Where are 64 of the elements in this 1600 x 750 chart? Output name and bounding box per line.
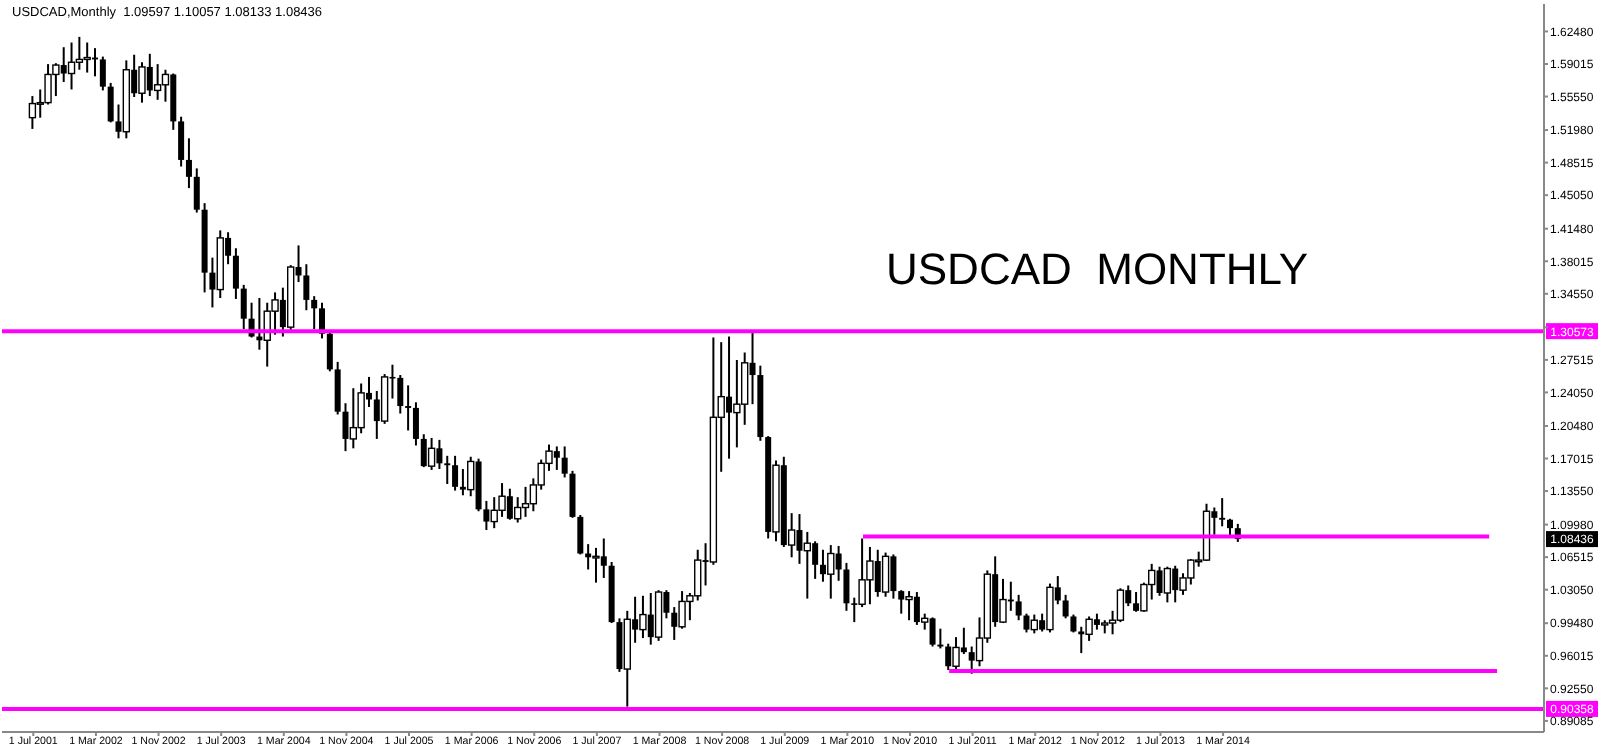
candlestick xyxy=(905,590,913,622)
candlestick xyxy=(929,616,936,648)
candlestick xyxy=(874,548,881,598)
candlestick xyxy=(1078,625,1085,655)
candlestick xyxy=(1133,591,1140,613)
candlestick xyxy=(397,374,404,415)
candlestick xyxy=(866,545,874,606)
candlestick xyxy=(521,485,530,518)
candlestick xyxy=(412,401,419,447)
candlestick xyxy=(1226,517,1233,539)
candlestick xyxy=(1046,582,1054,634)
candlestick xyxy=(459,467,466,497)
candlestick xyxy=(1156,565,1163,597)
candlestick xyxy=(28,95,37,130)
candlestick xyxy=(654,589,663,642)
candlestick xyxy=(326,328,333,373)
candlestick xyxy=(506,487,513,521)
candlestick xyxy=(796,513,803,565)
candlestick xyxy=(733,359,741,449)
candlestick xyxy=(898,589,905,615)
candlestick xyxy=(138,61,146,104)
candlestick xyxy=(968,645,975,675)
candlestick xyxy=(193,167,200,214)
candlestick xyxy=(427,436,436,471)
candlestick xyxy=(577,514,584,556)
candlestick xyxy=(232,247,239,300)
candlestick xyxy=(146,52,153,98)
candlestick xyxy=(647,591,654,646)
candlestick xyxy=(420,433,427,469)
candlestick xyxy=(405,384,412,432)
candlestick xyxy=(1219,497,1226,528)
candlestick xyxy=(83,41,91,74)
candlestick xyxy=(240,283,247,331)
candlestick xyxy=(436,438,443,470)
candlestick xyxy=(1030,613,1038,635)
candlestick xyxy=(952,636,960,671)
candlestick xyxy=(60,46,67,83)
candlestick xyxy=(1172,564,1179,604)
candlestick xyxy=(827,544,835,600)
candlestick xyxy=(819,548,826,583)
candlestick xyxy=(812,540,819,580)
candlestick xyxy=(890,553,897,600)
candlestick xyxy=(726,335,733,460)
candlestick xyxy=(945,642,952,671)
candlestick xyxy=(67,41,76,91)
candlestick xyxy=(592,546,600,584)
candlestick xyxy=(803,530,812,600)
candlestick xyxy=(514,496,522,524)
candlestick xyxy=(600,537,607,579)
candlestick xyxy=(99,55,106,92)
annotation: USDCAD MONTHLY xyxy=(886,244,1309,296)
candlestick xyxy=(553,445,560,471)
candlestick xyxy=(913,591,920,626)
candlestick xyxy=(881,551,890,598)
candlestick xyxy=(1163,565,1172,604)
candlestick xyxy=(178,115,185,168)
candlestick xyxy=(349,387,358,450)
candlestick xyxy=(452,454,459,492)
candlestick xyxy=(671,606,678,641)
candlestick xyxy=(311,295,318,331)
candlestick xyxy=(639,594,647,640)
candlestick xyxy=(444,454,451,486)
candlestick xyxy=(185,137,192,190)
candlestick xyxy=(170,72,177,131)
